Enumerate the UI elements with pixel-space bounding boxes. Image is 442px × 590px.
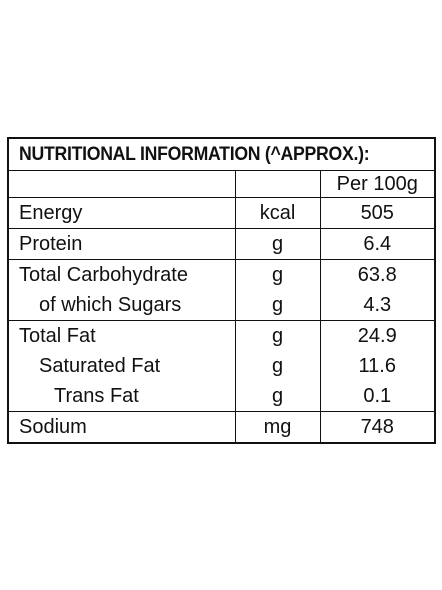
- nutrient-name: of which Sugars: [9, 290, 236, 321]
- table-row-sugars: of which Sugars g 4.3: [9, 290, 434, 321]
- nutrient-value: 11.6: [319, 351, 434, 381]
- nutrient-name: Saturated Fat: [9, 351, 236, 381]
- table-row-saturated-fat: Saturated Fat g 11.6: [9, 351, 434, 381]
- nutrition-table: Per 100g Energy kcal 505 Protein g 6.4 T…: [9, 171, 434, 442]
- nutrient-value: 4.3: [319, 290, 434, 321]
- nutrition-title-row: NUTRITIONAL INFORMATION (^APPROX.):: [9, 139, 434, 171]
- nutrient-name: Energy: [9, 197, 236, 229]
- nutrient-unit: g: [234, 259, 321, 290]
- table-row-protein: Protein g 6.4: [9, 228, 434, 260]
- table-row-energy: Energy kcal 505: [9, 197, 434, 229]
- nutrient-unit: g: [234, 228, 321, 260]
- nutrient-value: 505: [319, 197, 434, 229]
- nutrient-name: Total Fat: [9, 320, 236, 351]
- header-per-100g-cell: Per 100g: [319, 171, 434, 198]
- table-row-sodium: Sodium mg 748: [9, 411, 434, 442]
- nutrient-name: Trans Fat: [9, 381, 236, 412]
- nutrient-value: 24.9: [319, 320, 434, 351]
- nutrient-value: 748: [319, 411, 434, 442]
- nutrient-unit: g: [234, 381, 321, 412]
- nutrient-unit: kcal: [234, 197, 321, 229]
- nutrient-unit: mg: [234, 411, 321, 442]
- nutrient-unit: g: [234, 290, 321, 321]
- header-name-cell: [9, 171, 236, 198]
- nutrient-value: 63.8: [319, 259, 434, 290]
- nutrient-unit: g: [234, 320, 321, 351]
- table-row-total-fat: Total Fat g 24.9: [9, 320, 434, 351]
- nutrition-label: NUTRITIONAL INFORMATION (^APPROX.): Per …: [7, 137, 436, 444]
- nutrition-title: NUTRITIONAL INFORMATION (^APPROX.):: [19, 143, 370, 165]
- table-row-trans-fat: Trans Fat g 0.1: [9, 381, 434, 412]
- header-unit-cell: [234, 171, 321, 198]
- table-row-total-carbohydrate: Total Carbohydrate g 63.8: [9, 259, 434, 290]
- nutrient-name: Protein: [9, 228, 236, 260]
- table-header-row: Per 100g: [9, 171, 434, 198]
- nutrient-unit: g: [234, 351, 321, 381]
- nutrient-name: Sodium: [9, 411, 236, 442]
- nutrient-value: 0.1: [319, 381, 434, 412]
- nutrient-value: 6.4: [319, 228, 434, 260]
- nutrient-name: Total Carbohydrate: [9, 259, 236, 290]
